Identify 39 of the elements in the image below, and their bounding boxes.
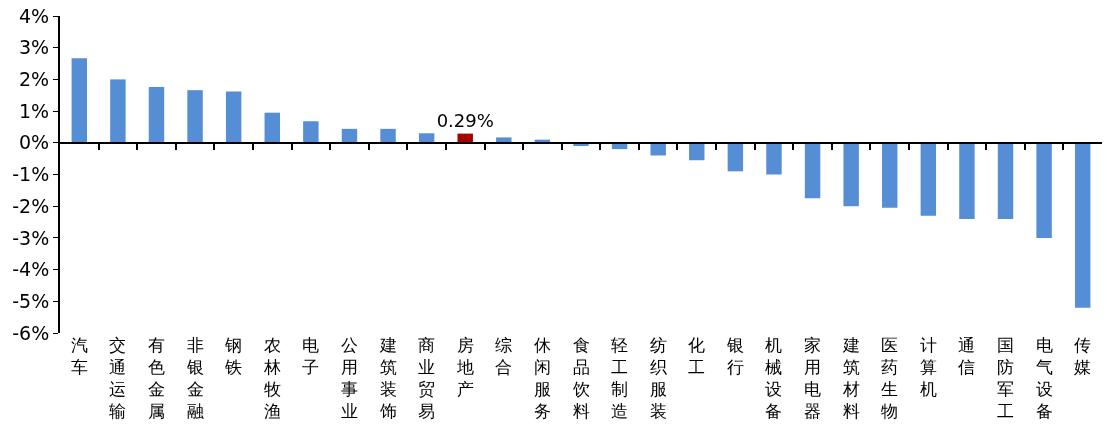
x-tick-label: 电子 <box>302 335 320 378</box>
x-tick-label: 综合 <box>495 335 513 378</box>
y-tick-label: -4% <box>12 258 50 281</box>
x-tick-label: 钢铁 <box>224 335 243 378</box>
x-tick-label: 公用事业 <box>340 335 358 422</box>
y-tick-label: -2% <box>12 194 50 217</box>
y-tick-label: 2% <box>19 68 50 91</box>
y-tick-label: -6% <box>12 321 50 344</box>
x-tick-label: 银行 <box>725 335 744 378</box>
x-tick-label: 食品饮料 <box>571 335 590 422</box>
x-tick-label: 汽车 <box>70 335 88 378</box>
y-tick-label: -1% <box>12 163 50 186</box>
x-tick-label: 商业贸易 <box>418 335 436 422</box>
x-tick-label: 计算机 <box>919 335 937 400</box>
x-tick-label: 医药生物 <box>881 335 899 422</box>
x-tick-label: 通信 <box>958 335 976 378</box>
y-tick-label: -5% <box>12 289 50 312</box>
x-tick-label: 纺织服装 <box>649 335 667 422</box>
y-tick-label: 1% <box>19 99 50 122</box>
x-tick-label: 电气设备 <box>1035 335 1053 422</box>
x-tick-label: 传媒 <box>1074 335 1092 378</box>
data-label: 0.29% <box>436 109 494 131</box>
x-tick-label: 房地产 <box>455 335 474 400</box>
x-tick-label: 交通运输 <box>109 335 127 422</box>
y-tick-label: -3% <box>12 226 50 249</box>
x-tick-label: 国防军工 <box>997 335 1015 422</box>
x-tick-label: 非银金融 <box>185 335 204 422</box>
y-tick-label: 4% <box>19 4 50 27</box>
y-tick-label: 0% <box>19 131 50 154</box>
x-tick-label: 休闲服务 <box>533 335 551 422</box>
y-tick-label: 3% <box>19 36 50 59</box>
x-tick-label: 家用电器 <box>804 335 822 422</box>
x-tick-label: 有色金属 <box>147 335 165 422</box>
x-tick-label: 建筑材料 <box>841 335 860 422</box>
x-tick-label: 建筑装饰 <box>378 335 397 422</box>
x-tick-label: 化工 <box>688 335 706 378</box>
x-tick-label: 机械设备 <box>765 335 783 422</box>
x-tick-label: 农林牧渔 <box>262 335 281 422</box>
x-tick-label: 轻工制造 <box>611 335 629 422</box>
